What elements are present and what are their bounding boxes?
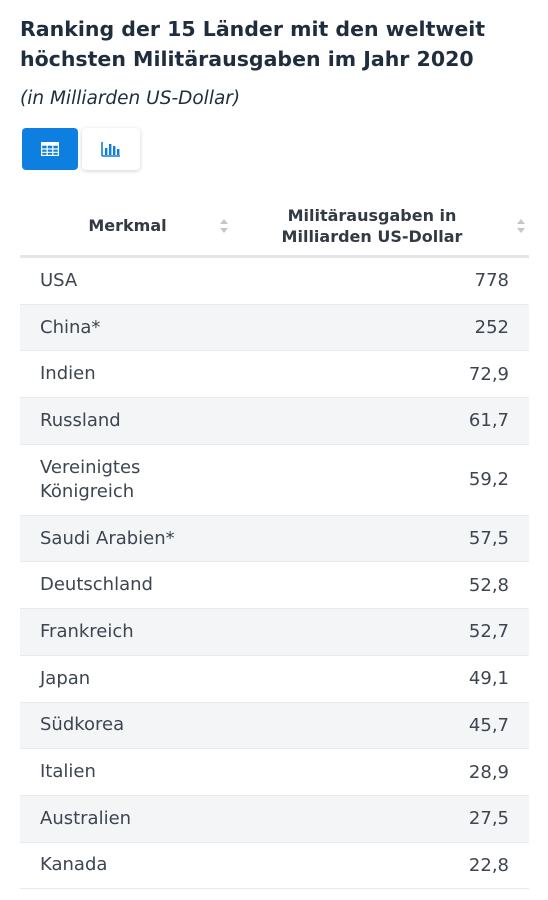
row-label: Japan [40,667,91,689]
row-label: China* [40,316,101,338]
row-value: 59,2 [468,469,509,491]
table-row: Deutschland 52,8 [20,562,529,610]
table-row: Australien 27,5 [20,795,529,843]
row-label: Vereinigtes Königreich [40,456,141,502]
row-value: 27,5 [468,808,509,830]
table-row: Südkorea 45,7 [20,702,529,750]
row-label: Indien [40,363,96,385]
table-header: Merkmal Militärausgaben in Milliarden US… [20,196,529,258]
table-row: Indien 72,9 [20,351,529,399]
row-value: 22,8 [468,854,509,876]
row-label: Deutschland [40,574,153,596]
table-row: Russland 61,7 [20,398,529,445]
row-label: Italien [40,761,96,783]
row-value: 49,1 [468,668,509,690]
page-subtitle: (in Milliarden US-Dollar) [20,88,241,109]
row-label: Russland [40,409,121,431]
column-header-merkmal[interactable]: Merkmal [20,215,228,236]
row-value: 52,7 [468,621,509,643]
sort-icon [517,218,525,233]
row-value: 57,5 [468,528,509,550]
column-header-label: Militärausgaben in Milliarden US-Dollar [281,205,463,246]
bar-chart-icon [101,142,120,157]
view-toggle [22,128,140,170]
row-label: Saudi Arabien* [40,527,175,549]
sort-icon [220,218,228,233]
row-label: Australien [40,807,132,829]
data-table: Merkmal Militärausgaben in Milliarden US… [20,196,529,890]
table-row: China* 252 [20,304,529,352]
table-row: Saudi Arabien* 57,5 [20,515,529,563]
row-label: Kanada [40,854,108,876]
table-view-button[interactable] [22,128,78,170]
row-value: 778 [474,270,509,292]
page-title: Ranking der 15 Länder mit den weltweit h… [20,17,486,71]
table-row: Vereinigtes Königreich 59,2 [20,445,529,516]
row-value: 72,9 [468,363,509,385]
table-row: Frankreich 52,7 [20,609,529,656]
row-value: 252 [474,317,509,339]
column-header-label: Merkmal [88,216,167,235]
table-row: Japan 49,1 [20,656,529,703]
table-row: Kanada 22,8 [20,843,529,890]
chart-view-button[interactable] [82,128,140,170]
table-row: USA 778 [20,258,529,305]
row-value: 45,7 [468,714,509,736]
table-row: Italien 28,9 [20,749,529,796]
row-value: 52,8 [468,574,509,596]
table-icon [41,142,59,156]
row-label: Südkorea [40,714,125,736]
row-label: Frankreich [40,620,134,642]
column-header-value[interactable]: Militärausgaben in Milliarden US-Dollar [227,205,529,247]
row-value: 28,9 [468,761,509,783]
row-label: USA [40,269,78,291]
row-value: 61,7 [468,410,509,432]
